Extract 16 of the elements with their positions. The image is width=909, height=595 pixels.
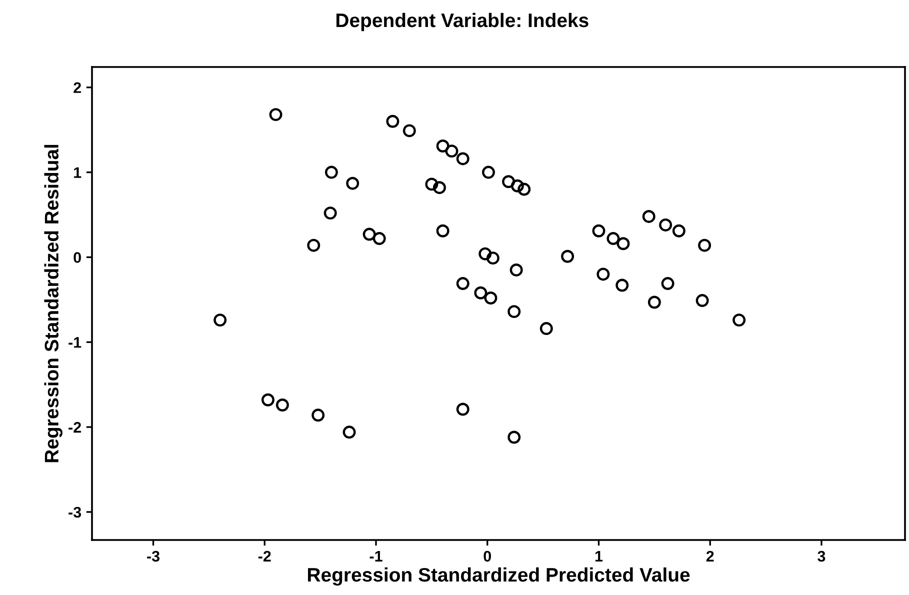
x-tick-label: 0 [484,550,491,562]
x-axis-title: Regression Standardized Predicted Value [308,567,690,586]
x-tick-label: -1 [370,550,382,562]
y-axis-title: Regression Standardized Residual [44,144,62,462]
x-tick-label: -2 [258,550,271,562]
y-tick-label: -1 [68,337,82,348]
y-tick-label: -3 [68,506,82,518]
chart-title: Dependent Variable: Indeks [336,12,588,32]
y-tick-label: -2 [68,422,81,433]
x-tick-label: -3 [147,550,160,562]
y-tick-label: 0 [74,252,81,263]
y-tick-label: 2 [74,82,81,93]
x-tick-label: 3 [818,550,826,562]
x-tick-label: 2 [706,550,714,562]
x-tick-label: 1 [595,550,603,562]
y-tick-label: 1 [74,167,82,178]
